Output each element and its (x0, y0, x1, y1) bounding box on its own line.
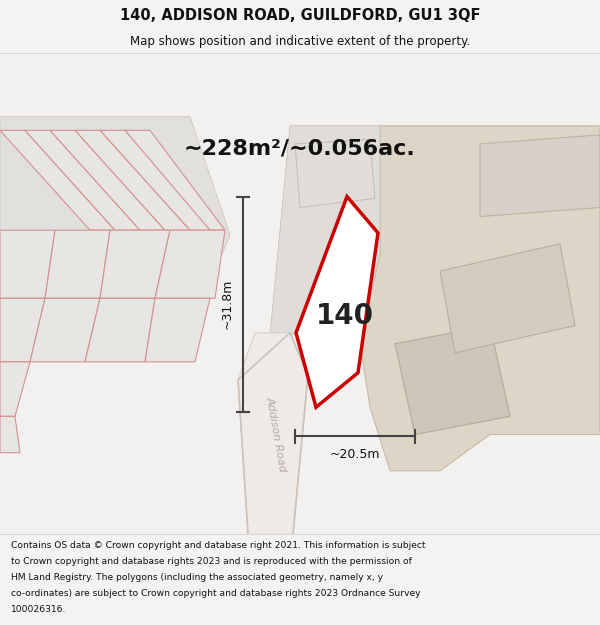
Polygon shape (0, 416, 20, 452)
Polygon shape (0, 298, 45, 362)
Polygon shape (125, 130, 225, 230)
Polygon shape (440, 244, 575, 352)
Polygon shape (85, 298, 155, 362)
Polygon shape (0, 230, 55, 298)
Text: ~228m²/~0.056ac.: ~228m²/~0.056ac. (184, 139, 416, 159)
Polygon shape (395, 326, 510, 434)
Polygon shape (45, 230, 110, 298)
Polygon shape (30, 298, 100, 362)
Polygon shape (100, 230, 170, 298)
Polygon shape (0, 117, 230, 308)
Polygon shape (75, 130, 190, 230)
Text: to Crown copyright and database rights 2023 and is reproduced with the permissio: to Crown copyright and database rights 2… (11, 557, 412, 566)
Polygon shape (360, 126, 600, 471)
Polygon shape (25, 130, 140, 230)
Polygon shape (145, 298, 210, 362)
Text: ~20.5m: ~20.5m (330, 448, 380, 461)
Polygon shape (0, 362, 30, 416)
Text: Map shows position and indicative extent of the property.: Map shows position and indicative extent… (130, 35, 470, 48)
Text: 100026316.: 100026316. (11, 605, 66, 614)
Polygon shape (0, 130, 115, 230)
Polygon shape (100, 130, 215, 230)
Text: ~31.8m: ~31.8m (221, 279, 233, 329)
Polygon shape (480, 135, 600, 217)
Polygon shape (238, 332, 308, 534)
Text: Addison Road: Addison Road (265, 396, 287, 473)
Polygon shape (155, 230, 225, 298)
Text: 140: 140 (316, 302, 374, 331)
Text: HM Land Registry. The polygons (including the associated geometry, namely x, y: HM Land Registry. The polygons (includin… (11, 573, 383, 582)
Text: 140, ADDISON ROAD, GUILDFORD, GU1 3QF: 140, ADDISON ROAD, GUILDFORD, GU1 3QF (120, 8, 480, 23)
Text: co-ordinates) are subject to Crown copyright and database rights 2023 Ordnance S: co-ordinates) are subject to Crown copyr… (11, 589, 420, 598)
Polygon shape (270, 126, 380, 344)
Polygon shape (50, 130, 165, 230)
Text: Contains OS data © Crown copyright and database right 2021. This information is : Contains OS data © Crown copyright and d… (11, 541, 425, 550)
Polygon shape (296, 197, 378, 408)
